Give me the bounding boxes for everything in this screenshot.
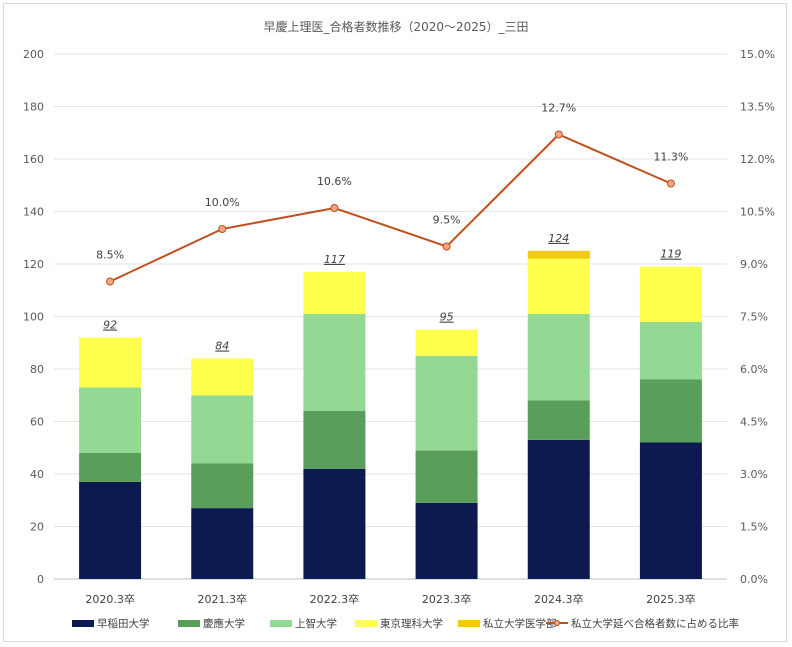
legend-label: 東京理科大学 [380,617,443,630]
ratio-label: 11.3% [653,151,688,164]
bar-total-label: 124 [548,232,569,245]
legend: 早稲田大学 慶應大学 上智大学 東京理科大学 私立大学医学部 私立大学延べ合格者数に占める… [72,617,739,630]
bar-segment [191,463,254,509]
y-right-tick-label: 7.5% [740,311,768,324]
bar-total-label: 117 [324,253,345,266]
bar-totals: 92 84 117 95 124 119 [103,232,681,353]
y-right-tick-label: 10.5% [740,206,775,219]
ratio-point [330,204,339,212]
legend-label: 早稲田大学 [97,617,150,630]
x-category-label: 2024.3卒 [534,592,584,606]
chart-title: 早慶上理医_合格者数推移（2020〜2025）_三田 [263,19,528,34]
bar-segment [191,508,254,579]
y-axis-right: 0.0% 1.5% 3.0% 4.5% 6.0% 7.5% 9.0% 10.5% 12.0% 13… [740,48,775,586]
bar-segment [191,358,254,396]
legend-label: 上智大学 [295,617,337,630]
y-right-tick-label: 12.0% [740,153,775,166]
bar-segment [527,400,590,440]
gridlines [54,53,727,580]
legend-swatch [270,620,292,627]
y-left-tick-label: 20 [30,521,44,534]
legend-swatch [355,620,377,627]
y-left-tick-label: 60 [30,416,44,429]
bar-segment [527,439,590,579]
x-category-label: 2023.3卒 [422,592,472,606]
bar-segment [415,355,478,451]
legend-label: 私立大学延べ合格者数に占める比率 [571,617,739,630]
y-right-tick-label: 13.5% [740,101,775,114]
x-category-label: 2022.3卒 [310,592,360,606]
y-right-tick-label: 4.5% [740,416,768,429]
y-left-tick-label: 140 [23,206,44,219]
y-right-tick-label: 3.0% [740,468,768,481]
bar-segment [639,321,702,380]
ratio-line: 8.5% 10.0% 10.6% 9.5% 12.7% 11.3% [96,102,688,286]
bar-segment [79,337,142,388]
bar-total-label: 95 [440,311,454,324]
bar-segment [79,387,142,453]
y-right-tick-label: 0.0% [740,573,768,586]
ratio-point [218,225,227,233]
ratio-label: 9.5% [433,214,461,227]
y-left-tick-label: 100 [23,311,44,324]
legend-label: 私立大学医学部 [483,617,557,630]
bar-segment [415,329,478,356]
y-left-tick-label: 200 [23,48,44,61]
legend-swatch [178,620,200,627]
ratio-line-path [109,133,672,283]
ratio-label: 8.5% [96,249,124,262]
ratio-label: 10.0% [205,196,240,209]
bar-total-label: 92 [103,319,117,332]
y-right-tick-label: 6.0% [740,363,768,376]
ratio-point [554,130,563,139]
bar-segment [79,481,142,579]
y-right-tick-label: 1.5% [740,521,768,534]
legend-label: 慶應大学 [203,617,245,630]
bar-segment [527,258,590,314]
bar-segment [303,271,366,314]
x-category-label: 2021.3卒 [198,592,248,606]
y-right-tick-label: 9.0% [740,258,768,271]
y-left-tick-label: 120 [23,258,44,271]
y-left-tick-label: 40 [30,468,44,481]
bar-segment [303,313,366,411]
ratio-label: 12.7% [541,102,576,115]
bar-segment [79,453,142,482]
legend-line-marker [554,620,560,626]
legend-swatch [458,620,480,627]
bar-segment [639,379,702,443]
bar-segment [303,411,366,469]
bar-segment [415,450,478,503]
ratio-point [106,277,115,286]
y-left-tick-label: 80 [30,363,44,376]
bar-segment [527,250,590,259]
y-left-tick-label: 0 [37,573,44,586]
bar-segment [303,468,366,579]
x-category-label: 2025.3卒 [646,592,696,606]
bar-segment [639,442,702,579]
x-axis-categories: 2020.3卒 2021.3卒 2022.3卒 2023.3卒 2024.3卒 2025.… [85,592,695,606]
bar-segment [191,395,254,464]
legend-swatch [72,620,94,627]
bar-segment [639,266,702,322]
bars [79,250,702,579]
x-category-label: 2020.3卒 [85,592,135,606]
bar-segment [527,313,590,401]
ratio-point [442,242,451,251]
bar-segment [415,502,478,579]
bar-total-label: 84 [215,340,229,353]
y-left-tick-label: 160 [23,153,44,166]
y-axis-left: 0 20 40 60 80 100 120 140 160 180 200 [23,48,44,586]
ratio-label: 10.6% [317,175,352,188]
ratio-point [666,179,675,188]
bar-total-label: 119 [660,248,681,261]
y-left-tick-label: 180 [23,101,44,114]
y-right-tick-label: 15.0% [740,48,775,61]
